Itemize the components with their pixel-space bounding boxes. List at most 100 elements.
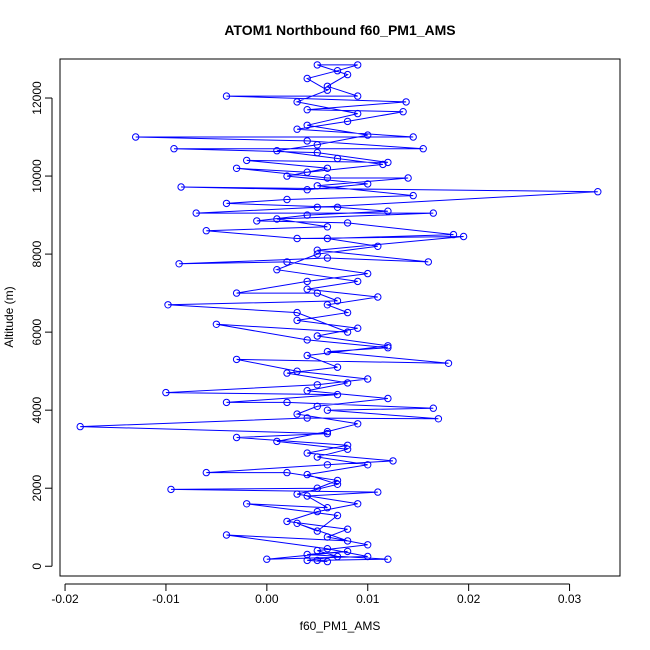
- data-point: [384, 158, 392, 167]
- data-point: [343, 525, 352, 533]
- data-point: [313, 507, 321, 516]
- data-point: [232, 433, 241, 442]
- data-point: [293, 98, 301, 106]
- data-point: [273, 437, 281, 446]
- data-point: [273, 215, 281, 223]
- data-point: [293, 410, 301, 418]
- data-point: [333, 154, 342, 163]
- data-point: [313, 148, 321, 157]
- data-point: [222, 531, 231, 539]
- x-tick-label: -0.02: [51, 592, 79, 606]
- data-point: [434, 415, 443, 423]
- data-point: [343, 308, 352, 317]
- data-point: [323, 174, 332, 182]
- data-point: [333, 203, 342, 212]
- data-point: [273, 266, 281, 274]
- x-axis-label: f60_PM1_AMS: [300, 619, 381, 633]
- data-point: [323, 86, 332, 94]
- data-point: [354, 420, 362, 428]
- data-point: [404, 174, 412, 182]
- data-point: [364, 461, 372, 469]
- data-point: [323, 301, 332, 309]
- data-point: [313, 250, 321, 258]
- data-point: [429, 404, 437, 412]
- data-point: [253, 217, 261, 225]
- data-point: [409, 133, 417, 141]
- data-point: [313, 203, 321, 212]
- data-point: [343, 379, 352, 387]
- data-point: [333, 476, 342, 485]
- data-point: [333, 363, 342, 371]
- data-point: [303, 351, 311, 360]
- data-point: [354, 92, 362, 100]
- data-point: [232, 355, 241, 364]
- data-point: [313, 182, 321, 190]
- data-point: [222, 398, 231, 407]
- data-point: [313, 332, 321, 340]
- data-point: [323, 406, 332, 414]
- y-tick-label: 6000: [30, 318, 44, 345]
- data-point: [293, 234, 301, 243]
- data-point: [323, 504, 332, 512]
- data-point: [354, 324, 362, 332]
- data-point: [333, 67, 342, 75]
- data-point: [384, 555, 392, 563]
- y-axis: 0 2000 4000 6000 8000 10000 12000: [30, 81, 53, 570]
- data-point: [354, 277, 362, 286]
- data-point: [293, 367, 301, 375]
- data-point: [243, 500, 251, 508]
- data-point: [212, 320, 221, 328]
- data-point: [323, 427, 332, 436]
- data-point: [303, 121, 311, 130]
- data-point: [283, 517, 291, 526]
- data-point: [313, 453, 321, 461]
- data-point: [429, 209, 437, 217]
- data-point: [167, 485, 175, 494]
- data-point: [303, 74, 311, 83]
- y-tick-label: 8000: [30, 240, 44, 267]
- x-tick-label: -0.01: [152, 592, 180, 606]
- data-point: [364, 552, 372, 561]
- data-point: [399, 108, 407, 116]
- data-point: [323, 347, 332, 356]
- data-point: [164, 301, 172, 309]
- x-axis: -0.02 -0.01 0.00 0.01 0.02 0.03: [51, 583, 582, 606]
- data-point: [202, 227, 211, 235]
- data-point: [384, 207, 392, 215]
- data-point: [303, 211, 311, 219]
- plot-frame: [59, 58, 621, 577]
- data-point: [222, 92, 231, 100]
- chart-title: ATOM1 Northbound f60_PM1_AMS: [224, 22, 455, 38]
- data-point: [354, 109, 362, 118]
- data-point: [283, 398, 291, 407]
- data-point: [162, 388, 170, 397]
- data-point: [303, 414, 311, 422]
- data-point: [333, 297, 342, 305]
- data-point: [76, 422, 84, 431]
- data-point: [303, 492, 311, 500]
- data-point: [323, 533, 332, 541]
- data-point: [343, 117, 352, 126]
- data-point: [222, 199, 231, 208]
- data-point: [202, 468, 211, 477]
- data-point: [364, 541, 372, 549]
- data-point: [409, 191, 417, 200]
- y-tick-label: 2000: [30, 475, 44, 502]
- data-point: [303, 137, 311, 145]
- data-point: [303, 106, 311, 114]
- data-point: [323, 461, 332, 469]
- data-point: [323, 82, 332, 91]
- data-point: [364, 131, 372, 139]
- data-point: [343, 70, 352, 79]
- data-point: [384, 344, 392, 352]
- data-point: [343, 219, 352, 227]
- data-point: [273, 147, 281, 155]
- data-point: [444, 359, 453, 367]
- y-tick-label: 10000: [30, 159, 44, 193]
- data-point: [323, 164, 332, 173]
- data-point: [303, 186, 311, 194]
- data-point: [419, 145, 427, 153]
- data-point: [283, 468, 291, 477]
- series-line: [80, 64, 598, 563]
